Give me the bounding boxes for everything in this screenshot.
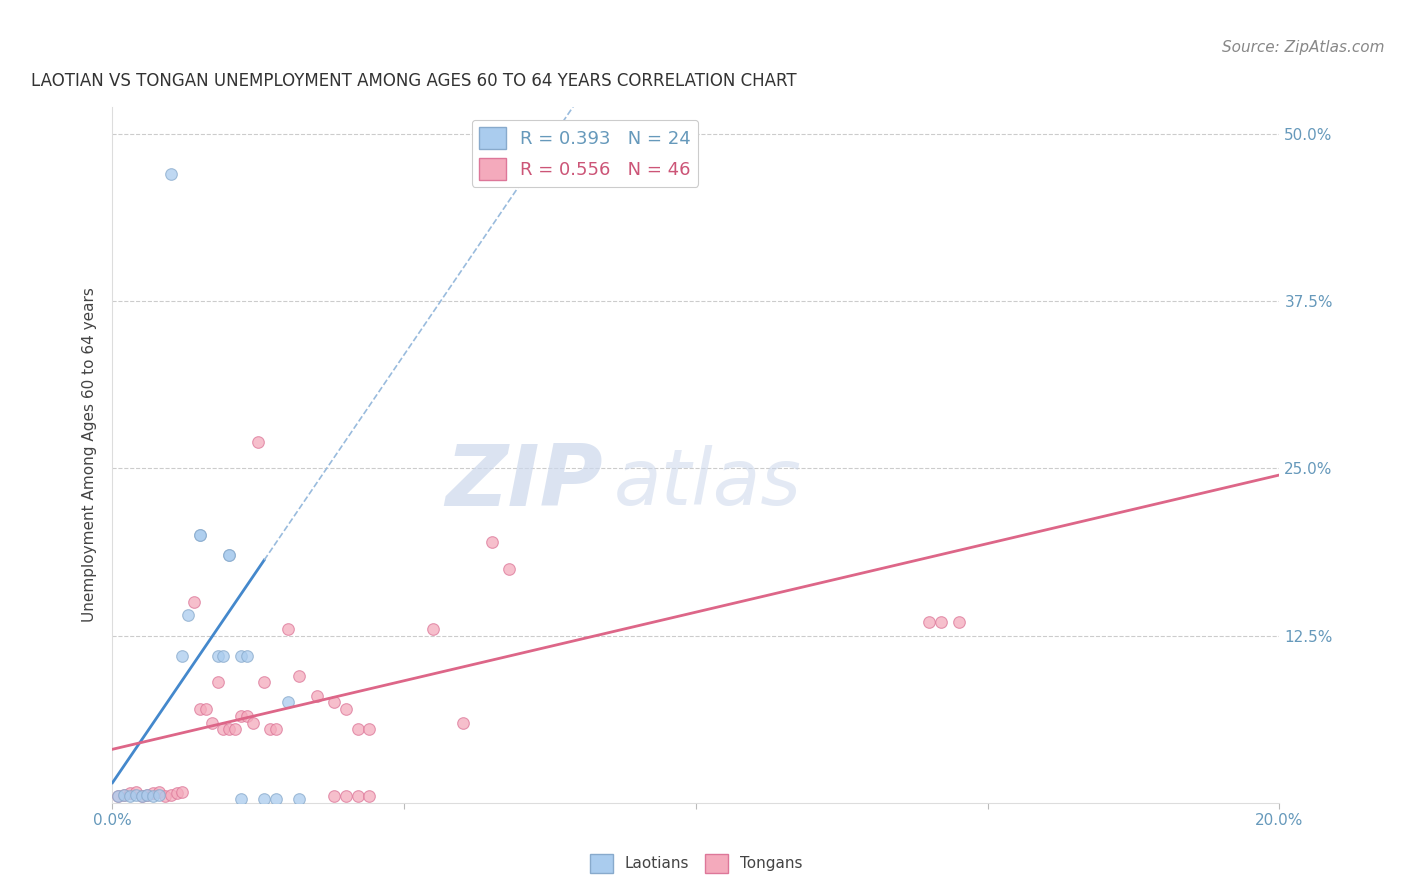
Point xyxy=(929,615,952,630)
Y-axis label: Unemployment Among Ages 60 to 64 years: Unemployment Among Ages 60 to 64 years xyxy=(82,287,97,623)
Point xyxy=(148,788,170,802)
Point xyxy=(212,648,235,663)
Point xyxy=(229,648,252,663)
Point xyxy=(229,792,252,806)
Point xyxy=(276,622,298,636)
Point xyxy=(346,789,368,804)
Point xyxy=(142,787,165,801)
Point xyxy=(481,534,503,549)
Point xyxy=(218,723,240,737)
Point xyxy=(125,785,148,799)
Point xyxy=(166,787,188,801)
Point xyxy=(264,792,287,806)
Point xyxy=(259,723,281,737)
Point xyxy=(142,789,165,804)
Point xyxy=(153,789,176,804)
Point xyxy=(131,789,153,804)
Point xyxy=(948,615,970,630)
Point xyxy=(107,789,129,804)
Point xyxy=(253,792,276,806)
Point xyxy=(172,785,194,799)
Point xyxy=(160,167,183,181)
Point xyxy=(288,669,311,683)
Point xyxy=(188,528,211,542)
Point xyxy=(112,788,135,802)
Text: ZIP: ZIP xyxy=(444,442,603,524)
Point xyxy=(118,787,141,801)
Point xyxy=(229,708,252,723)
Point xyxy=(359,723,381,737)
Point xyxy=(359,789,381,804)
Point xyxy=(201,715,224,730)
Point xyxy=(247,434,270,449)
Point xyxy=(112,788,135,802)
Point xyxy=(172,648,194,663)
Point xyxy=(207,648,229,663)
Point xyxy=(148,785,170,799)
Point xyxy=(242,715,264,730)
Point xyxy=(188,528,211,542)
Point xyxy=(335,702,357,716)
Point xyxy=(323,696,346,710)
Text: atlas: atlas xyxy=(614,445,803,521)
Point xyxy=(253,675,276,690)
Point xyxy=(207,675,229,690)
Point xyxy=(235,708,257,723)
Point xyxy=(194,702,217,716)
Point xyxy=(212,723,235,737)
Point xyxy=(131,789,153,804)
Point xyxy=(177,608,200,623)
Point xyxy=(346,723,368,737)
Point xyxy=(188,702,211,716)
Point xyxy=(235,648,257,663)
Point xyxy=(323,789,346,804)
Legend: Laotians, Tongans: Laotians, Tongans xyxy=(583,847,808,879)
Point xyxy=(276,696,298,710)
Point xyxy=(305,689,328,703)
Point xyxy=(264,723,287,737)
Text: Source: ZipAtlas.com: Source: ZipAtlas.com xyxy=(1222,40,1385,55)
Point xyxy=(136,788,159,802)
Point xyxy=(183,595,205,609)
Point xyxy=(451,715,474,730)
Point xyxy=(160,788,183,802)
Point xyxy=(136,788,159,802)
Point xyxy=(288,792,311,806)
Point xyxy=(422,622,444,636)
Point xyxy=(125,788,148,802)
Point xyxy=(218,548,240,563)
Text: LAOTIAN VS TONGAN UNEMPLOYMENT AMONG AGES 60 TO 64 YEARS CORRELATION CHART: LAOTIAN VS TONGAN UNEMPLOYMENT AMONG AGE… xyxy=(31,72,796,90)
Point xyxy=(218,548,240,563)
Point xyxy=(118,789,141,804)
Point xyxy=(107,789,129,804)
Point xyxy=(335,789,357,804)
Point xyxy=(918,615,941,630)
Point xyxy=(498,562,520,576)
Point xyxy=(224,723,246,737)
